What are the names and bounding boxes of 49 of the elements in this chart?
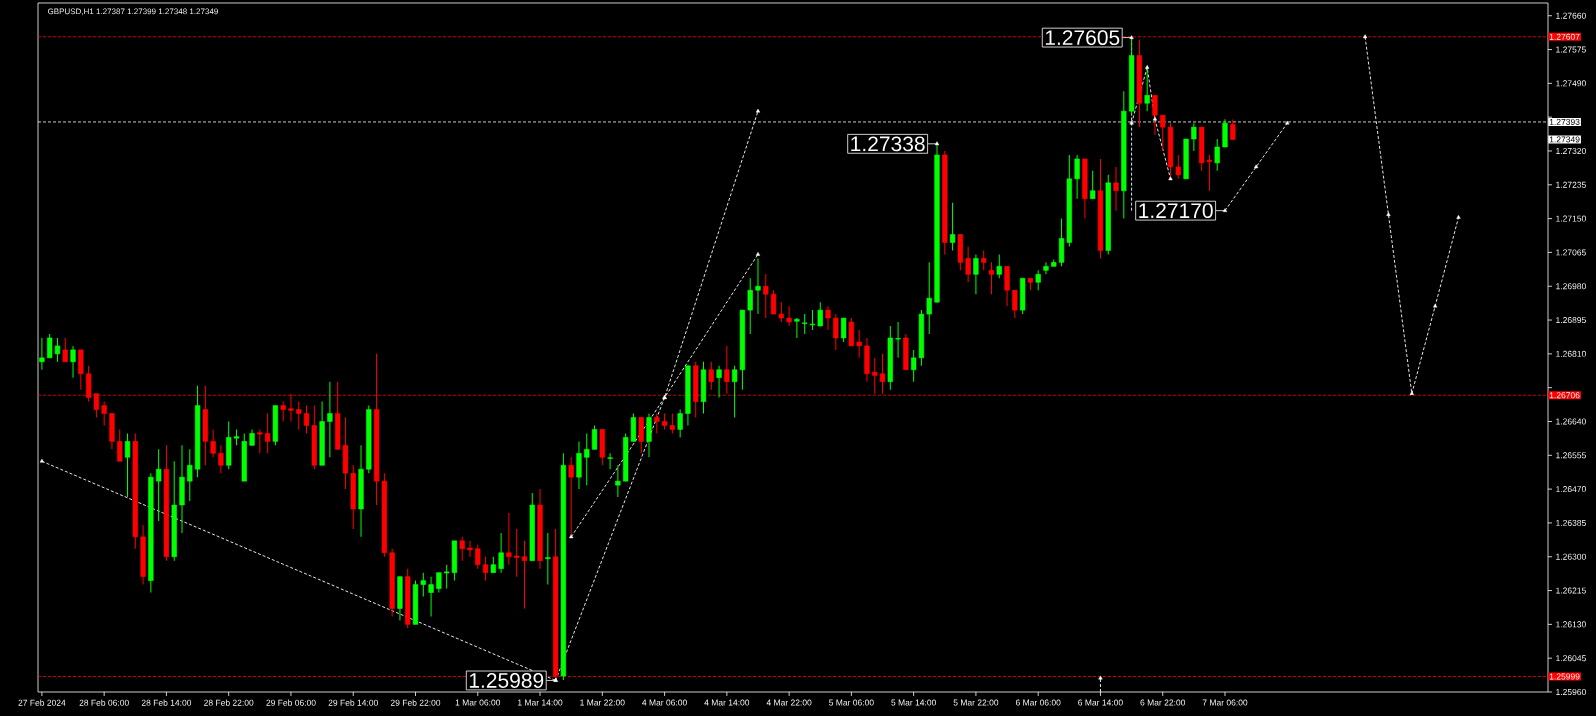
y-tick-label: 1.27490 (1556, 80, 1586, 87)
ref-line-label: 1.27393 (1549, 118, 1580, 125)
x-tick-label: 28 Feb 22:00 (204, 699, 254, 706)
y-tick-label: 1.26300 (1556, 553, 1586, 560)
y-tick-label: 1.26555 (1556, 452, 1586, 459)
y-tick-label: 1.27320 (1556, 147, 1586, 154)
x-tick-label: 1 Mar 06:00 (455, 699, 501, 706)
x-tick-label: 5 Mar 06:00 (829, 699, 874, 706)
x-tick-label: 29 Feb 14:00 (328, 699, 378, 706)
ref-line-label: 1.27607 (1549, 33, 1580, 40)
y-tick-label: 1.27575 (1556, 46, 1586, 53)
x-tick-label: 29 Feb 06:00 (266, 699, 316, 706)
x-tick-label: 5 Mar 14:00 (891, 699, 936, 706)
y-tick-label: 1.26810 (1556, 350, 1586, 357)
x-tick-label: 4 Mar 22:00 (766, 699, 812, 706)
y-tick-label: 1.26980 (1556, 283, 1586, 290)
data-label: 1.25989 (469, 673, 544, 688)
x-tick-label: 6 Mar 14:00 (1078, 699, 1123, 706)
x-tick-label: 6 Mar 22:00 (1140, 699, 1186, 706)
x-tick-label: 1 Mar 14:00 (518, 699, 563, 706)
y-tick-label: 1.26895 (1556, 317, 1586, 324)
ref-line-label: 1.25999 (1549, 673, 1580, 680)
text: GBPUSD,H1 1.27387 1.27399 1.27348 1.27349 (47, 8, 218, 16)
x-tick-label: 4 Mar 06:00 (642, 699, 687, 706)
data-label: 1.27605 (1045, 30, 1120, 46)
x-tick-label: 27 Feb 2024 (18, 699, 66, 706)
x-tick-label: 5 Mar 22:00 (953, 699, 999, 706)
y-tick-label: 1.26045 (1556, 655, 1586, 662)
y-tick-label: 1.27150 (1556, 215, 1586, 222)
data-label: 1.27338 (851, 136, 925, 152)
y-tick-label: 1.27660 (1556, 12, 1586, 19)
x-tick-label: 6 Mar 06:00 (1015, 699, 1061, 706)
y-tick-label: 1.26130 (1556, 621, 1586, 628)
y-tick-label: 1.26470 (1556, 486, 1586, 493)
y-tick-label: 1.26640 (1556, 418, 1586, 425)
x-tick-label: 28 Feb 14:00 (141, 699, 192, 706)
y-tick-label: 1.26385 (1556, 519, 1586, 526)
x-tick-label: 29 Feb 22:00 (390, 699, 441, 706)
data-label: 1.27170 (1139, 203, 1213, 219)
x-tick-label: 4 Mar 14:00 (704, 699, 750, 706)
ref-line-label: 1.26706 (1549, 392, 1580, 399)
y-tick-label: 1.25960 (1556, 689, 1586, 695)
x-tick-label: 7 Mar 06:00 (1202, 699, 1248, 706)
text: 1.27349 (1549, 136, 1580, 143)
y-tick-label: 1.27065 (1556, 249, 1586, 256)
x-tick-label: 1 Mar 22:00 (580, 699, 625, 706)
y-tick-label: 1.26215 (1556, 587, 1586, 594)
x-tick-label: 28 Feb 06:00 (79, 699, 129, 706)
y-tick-label: 1.27235 (1556, 181, 1586, 188)
